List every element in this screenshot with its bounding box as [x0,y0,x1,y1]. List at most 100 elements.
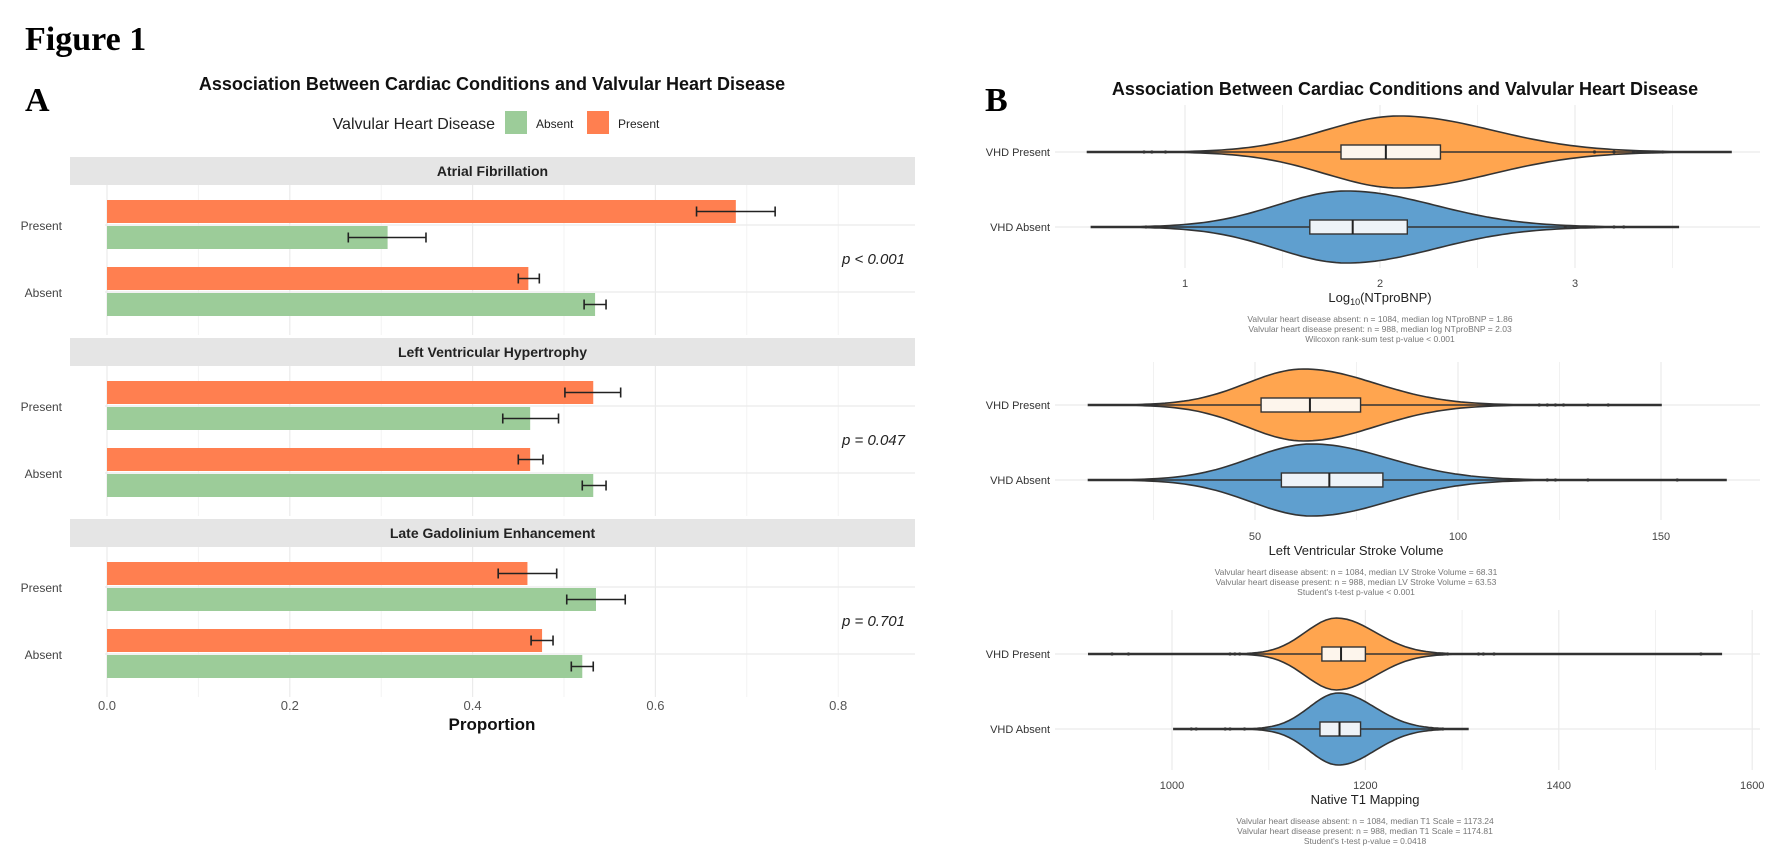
x-tick-label: 50 [1249,531,1261,543]
outlier-point [1612,225,1616,229]
outlier-point [1481,652,1485,656]
outlier-point [1563,225,1567,229]
panel-b-title: Association Between Cardiac Conditions a… [1112,79,1698,99]
error-bar [581,480,607,491]
facet-strip [70,519,915,547]
x-tick-label: 3 [1572,278,1578,290]
outlier-point [1631,150,1636,154]
error-bar [564,387,622,398]
outlier-point [1163,150,1168,154]
x-axis-label: Native T1 Mapping [1311,792,1420,807]
error-bar [497,568,558,579]
outlier-point [1545,478,1549,482]
outlier-point [1242,727,1247,731]
outlier-point [1553,478,1558,482]
bar-present [107,381,594,404]
y-tick-label: VHD Present [986,400,1050,412]
outlier-point [1545,403,1549,407]
x-tick-label: 0.8 [829,698,847,713]
legend-label-absent: Absent [536,117,574,131]
outlier-point [1622,225,1626,229]
error-bar [517,273,541,284]
y-tick-label: Absent [25,467,63,481]
facet-left-ventricular-hypertrophy: Left Ventricular Hypertrophy Present Absen… [21,338,915,516]
outlier-point [1441,727,1445,731]
stats-caption-line: Valvular heart disease present: n = 988,… [1216,577,1497,587]
violin-subplot-2: VHD Present VHD Absent 50 100 150 Left Ventri… [986,362,1760,597]
outlier-point [1612,150,1616,154]
stats-caption-line: Student's t-test p-value = 0.0418 [1304,836,1427,846]
p-value-label: p = 0.701 [841,613,905,630]
outlier-point [1445,652,1450,656]
outlier-point [1238,652,1242,656]
outlier-point [1476,652,1481,656]
stats-caption-line: Valvular heart disease present: n = 988,… [1237,826,1493,836]
x-tick-label: 0.4 [464,698,482,713]
x-tick-label: 1000 [1160,780,1184,792]
facet-late-gadolinium-enhancement: Late Gadolinium Enhancement Present Absent… [21,519,915,697]
outlier-point [1586,403,1590,407]
error-bar [570,661,595,672]
bar-absent [107,293,596,316]
bar-present [107,629,543,652]
error-bar [347,232,427,243]
x-tick-label: 1400 [1547,780,1571,792]
bar-absent [107,474,594,497]
x-tick-label: 0.0 [98,698,116,713]
legend-swatch-absent [505,111,527,134]
p-value-label: p = 0.047 [841,432,906,449]
outlier-point [1228,727,1232,731]
panel-b-violin-chart: Association Between Cardiac Conditions a… [986,79,1765,846]
x-axis-label: Log10(NTproBNP) [1328,290,1431,307]
stats-caption-line: Wilcoxon rank-sum test p-value < 0.001 [1305,334,1455,344]
panel-a-title: Association Between Cardiac Conditions a… [199,74,785,94]
x-tick-label: 150 [1652,531,1670,543]
x-axis-label-tail: (NTproBNP) [1360,290,1432,305]
outlier-point [1592,225,1597,229]
bar-absent [107,588,596,611]
bar-absent [107,226,388,249]
outlier-point [1228,652,1232,656]
p-value-label: p < 0.001 [841,251,905,268]
outlier-point [1223,727,1227,731]
outlier-point [1441,652,1445,656]
panel-a-label: A [25,82,50,119]
bar-absent [107,407,531,430]
bar-present [107,200,736,223]
facet-title: Left Ventricular Hypertrophy [398,344,587,360]
x-axis-label: Left Ventricular Stroke Volume [1269,543,1444,558]
x-tick-label: 1600 [1740,780,1764,792]
facet-strip [70,157,915,185]
bar-present [107,562,528,585]
facet-strip [70,338,915,366]
error-bar [583,299,607,310]
outlier-point [1675,478,1679,482]
x-tick-label: 0.2 [281,698,299,713]
stats-caption-line: Valvular heart disease absent: n = 1084,… [1215,567,1498,577]
outlier-point [1194,727,1198,731]
legend-title: Valvular Heart Disease [333,116,496,133]
box-present [1321,646,1367,662]
outlier-point [1126,652,1131,656]
legend-swatch-present [587,111,609,134]
violin-subplot-3: VHD Present VHD Absent 1000 1200 1400 1600 Nat… [986,610,1764,846]
stats-caption-line: Valvular heart disease absent: n = 1084,… [1247,314,1513,324]
bar-present [107,448,531,471]
x-tick-label: 100 [1449,531,1467,543]
facet-atrial-fibrillation: Atrial Fibrillation Present Absent p < 0.00… [21,157,915,335]
y-tick-label: VHD Absent [990,475,1050,487]
x-axis-label-main: Log [1328,290,1350,305]
outlier-point [1110,652,1114,656]
y-tick-label: Present [21,581,63,595]
facet-title: Atrial Fibrillation [437,163,548,179]
y-tick-label: Absent [25,286,63,300]
outlier-point [1537,403,1541,407]
x-tick-label: 0.6 [646,698,664,713]
legend-label-present: Present [618,117,660,131]
outlier-point [1573,225,1577,229]
outlier-point [1586,478,1590,482]
error-bar [695,206,776,217]
x-tick-label: 1 [1182,278,1188,290]
outlier-point [1150,150,1154,154]
